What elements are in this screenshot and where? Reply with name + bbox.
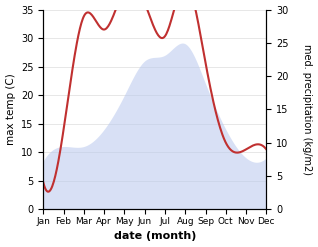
Y-axis label: max temp (C): max temp (C): [5, 74, 16, 145]
X-axis label: date (month): date (month): [114, 231, 196, 242]
Y-axis label: med. precipitation (kg/m2): med. precipitation (kg/m2): [302, 44, 313, 175]
